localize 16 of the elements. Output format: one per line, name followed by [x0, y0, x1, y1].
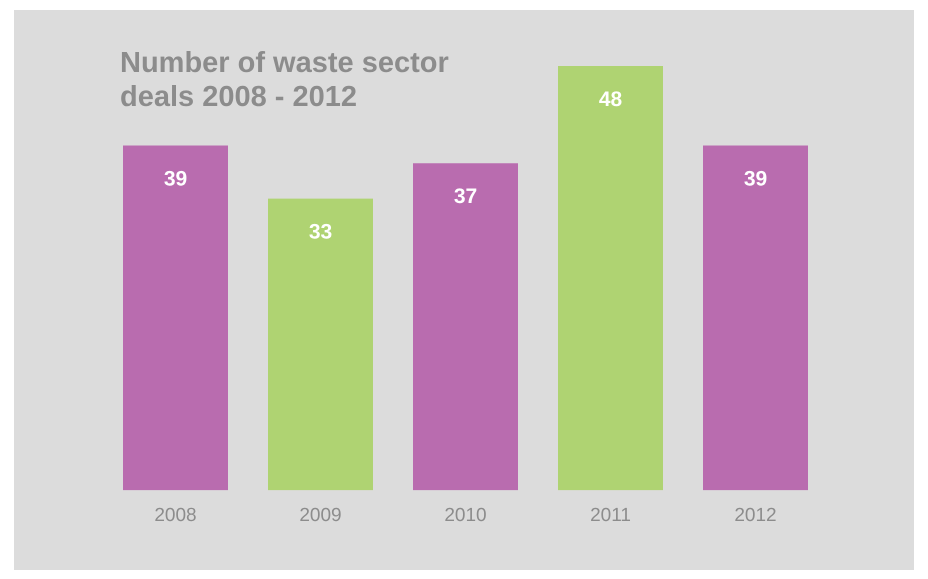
x-tick-label: 2012 [734, 504, 777, 526]
x-tick-label: 2009 [299, 504, 342, 526]
x-tick-label: 2011 [590, 504, 631, 526]
x-tick-label: 2010 [444, 504, 487, 526]
data-label: 48 [598, 88, 622, 111]
data-label: 39 [164, 167, 188, 190]
x-tick-label: 2008 [154, 504, 197, 526]
bar [123, 146, 228, 490]
data-label: 33 [308, 220, 332, 244]
data-label: 37 [454, 185, 478, 208]
data-label: 39 [744, 167, 768, 190]
chart-title: Number of waste sector deals 2008 - 2012 [120, 46, 450, 114]
bar [558, 66, 663, 490]
bar [268, 198, 373, 490]
bar [703, 146, 808, 490]
bar [413, 163, 518, 490]
